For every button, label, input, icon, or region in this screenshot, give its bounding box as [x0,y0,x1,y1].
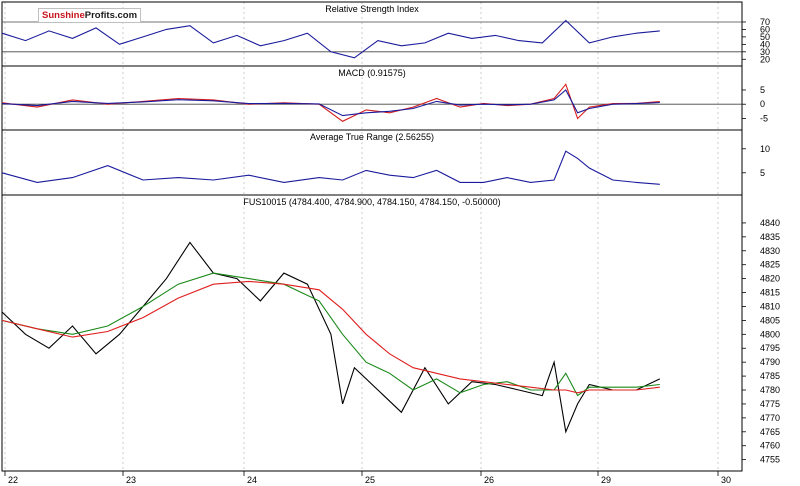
ytick-label-3-2: 4765 [760,427,780,437]
ytick-label-3-8: 4795 [760,343,780,353]
xtick-label-2: 24 [247,475,257,485]
ytick-label-3-4: 4775 [760,399,780,409]
ytick-label-3-17: 4840 [760,218,780,228]
ytick-label-2-0: 5 [760,168,765,178]
ytick-label-3-3: 4770 [760,413,780,423]
ytick-label-1-1: 0 [760,99,765,109]
xtick-label-4: 26 [484,475,494,485]
series-line-3-2 [1,280,660,394]
ytick-label-3-12: 4815 [760,288,780,298]
ytick-label-3-15: 4830 [760,246,780,256]
panel-title-1: MACD (0.91575) [338,68,406,78]
series-line-3-0 [1,241,661,434]
ytick-label-0-0: 20 [760,54,770,64]
ytick-label-0-1: 30 [760,47,770,57]
ytick-label-3-10: 4805 [760,315,780,325]
xtick-label-0: 22 [8,475,18,485]
xtick-label-3: 25 [365,475,375,485]
ytick-label-0-2: 40 [760,39,770,49]
xtick-label-5: 29 [601,475,611,485]
ytick-label-3-9: 4800 [760,329,780,339]
ytick-label-3-6: 4785 [760,371,780,381]
ytick-label-3-7: 4790 [760,357,780,367]
panel-title-3: FUS10015 (4784.400, 4784.900, 4784.150, … [243,197,500,207]
ytick-label-0-3: 50 [760,32,770,42]
ytick-label-0-5: 70 [760,17,770,27]
ytick-label-3-11: 4810 [760,301,780,311]
ytick-label-3-13: 4820 [760,274,780,284]
ytick-label-3-5: 4780 [760,385,780,395]
ytick-label-3-0: 4755 [760,455,780,465]
series-line-1-1 [1,89,660,117]
logo-part-sunshine: Sunshine [42,10,85,21]
panel-frame-3 [1,194,743,472]
series-line-0-0 [1,19,660,59]
xtick-label-6: 30 [721,475,731,485]
ytick-label-1-2: 5 [760,85,765,95]
series-line-2-0 [1,150,660,185]
logo-part-profits: Profits.com [84,10,138,21]
panel-title-2: Average True Range (2.56255) [310,132,434,142]
panel-title-0: Relative Strength Index [325,4,419,14]
ytick-label-3-16: 4835 [760,232,780,242]
ytick-label-1-0: -5 [760,113,768,123]
sunshine-profits-logo[interactable]: SunshineProfits.com [38,8,142,23]
xtick-label-1: 23 [126,475,136,485]
ytick-label-3-1: 4760 [760,441,780,451]
ytick-label-3-14: 4825 [760,260,780,270]
ytick-label-0-4: 60 [760,24,770,34]
ytick-label-2-1: 10 [760,144,770,154]
